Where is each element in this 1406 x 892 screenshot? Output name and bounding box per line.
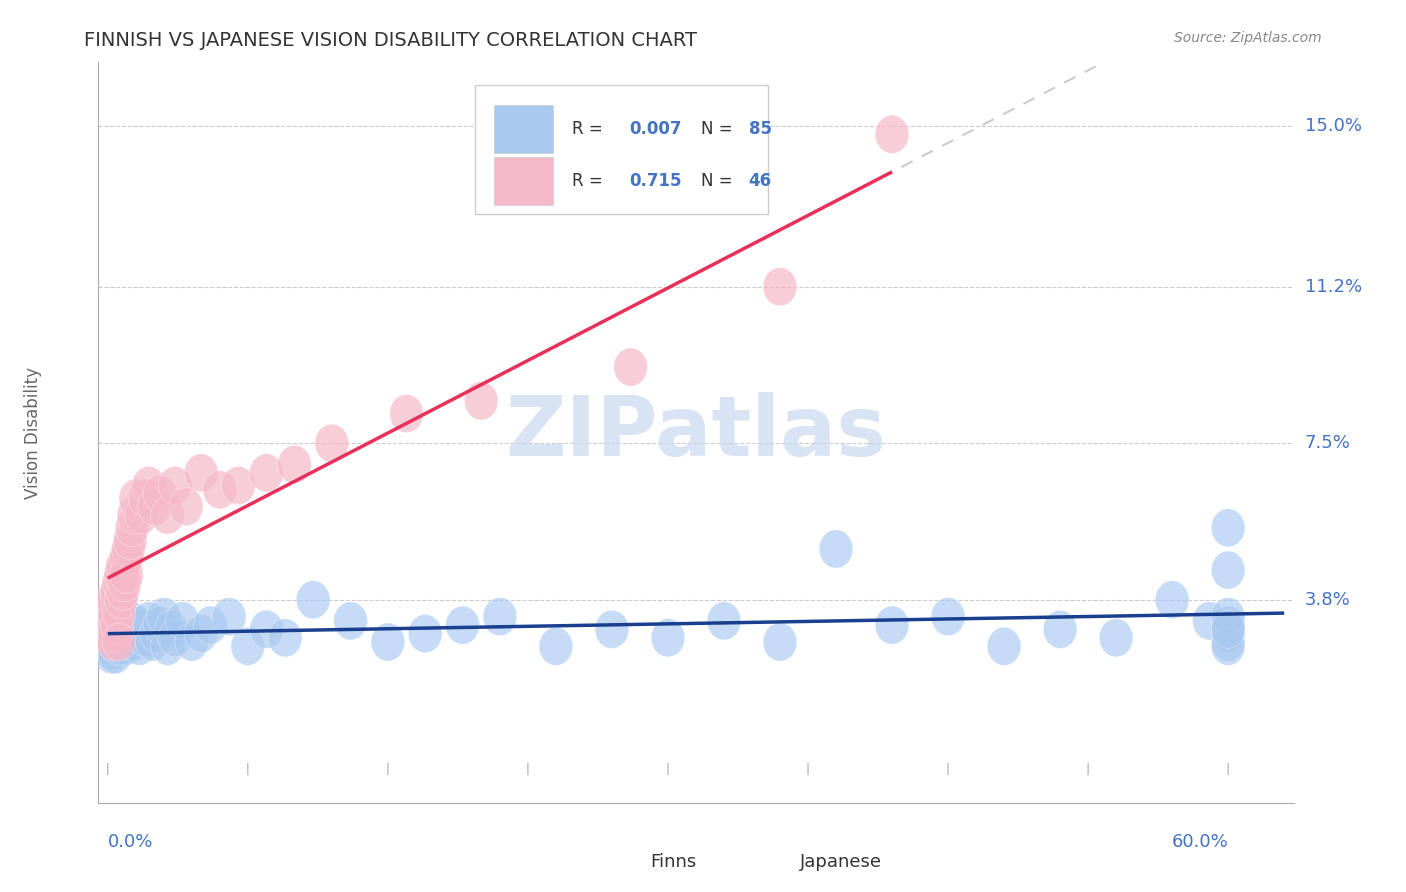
- Text: N =: N =: [700, 120, 738, 138]
- Text: 60.0%: 60.0%: [1171, 833, 1229, 851]
- Text: 0.0%: 0.0%: [108, 833, 153, 851]
- FancyBboxPatch shape: [494, 105, 553, 153]
- Text: 7.5%: 7.5%: [1305, 434, 1351, 452]
- Text: 11.2%: 11.2%: [1305, 277, 1362, 295]
- Text: 46: 46: [748, 172, 772, 190]
- Text: 0.715: 0.715: [628, 172, 682, 190]
- Text: Finns: Finns: [651, 853, 697, 871]
- Text: Vision Disability: Vision Disability: [24, 367, 42, 499]
- FancyBboxPatch shape: [494, 157, 553, 204]
- Text: Japanese: Japanese: [800, 853, 882, 871]
- Text: N =: N =: [700, 172, 738, 190]
- Text: 15.0%: 15.0%: [1305, 117, 1361, 135]
- FancyBboxPatch shape: [475, 85, 768, 214]
- Text: 0.007: 0.007: [628, 120, 682, 138]
- Text: Source: ZipAtlas.com: Source: ZipAtlas.com: [1174, 31, 1322, 45]
- Text: FINNISH VS JAPANESE VISION DISABILITY CORRELATION CHART: FINNISH VS JAPANESE VISION DISABILITY CO…: [84, 31, 697, 50]
- FancyBboxPatch shape: [592, 846, 638, 879]
- Text: R =: R =: [572, 120, 607, 138]
- Text: 85: 85: [748, 120, 772, 138]
- Text: ZIPatlas: ZIPatlas: [506, 392, 886, 473]
- Text: 3.8%: 3.8%: [1305, 591, 1350, 608]
- Text: R =: R =: [572, 172, 613, 190]
- FancyBboxPatch shape: [741, 846, 787, 879]
